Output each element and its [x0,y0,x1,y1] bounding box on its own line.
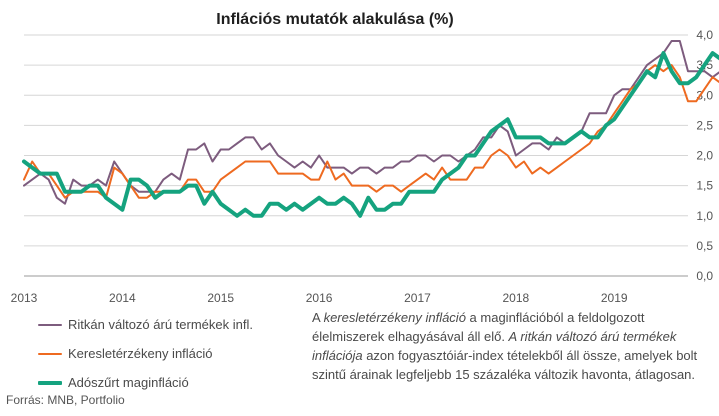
note-italic-2: A ritkán változó árú termékek inflációja [312,329,677,363]
x-tick-label: 2014 [109,291,136,305]
legend-item-ritkan: Ritkán változó árú termékek infl. [38,310,298,339]
note-text-1: A [312,310,324,325]
series-lines [22,40,719,218]
source-note: Forrás: MNB, Portfolio [6,393,125,407]
note-text-2: a maginflációból a feldolgozott élelmisz… [312,310,645,344]
explanatory-note: A keresletérzékeny infláció a maginfláci… [312,308,707,384]
note-text-3: azon fogyasztóiár-index tételekből áll ö… [312,348,698,382]
note-italic-1: keresletérzékeny infláció [323,310,466,325]
legend-label-ritkan: Ritkán változó árú termékek infl. [68,317,253,332]
y-tick-label: 4,0 [696,28,713,42]
grid-lines [24,34,688,277]
y-tick-label: 1,5 [696,179,713,193]
y-tick-label: 1,0 [696,209,713,223]
y-tick-label: 0,0 [696,269,713,283]
x-tick-label: 2018 [503,291,530,305]
legend-swatch-adoszurt [38,380,62,385]
legend: Ritkán változó árú termékek infl. Keresl… [38,310,298,397]
legend-swatch-ritkan [38,323,62,326]
chart-title: Inflációs mutatók alakulása (%) [216,11,453,28]
x-axis-ticks: 2013 2014 2015 2016 2017 2018 2019 [11,291,628,305]
legend-item-adoszurt: Adószűrt maginfláció [38,368,298,397]
y-tick-label: 2,0 [696,149,713,163]
legend-label-adoszurt: Adószűrt maginfláció [68,375,189,390]
x-tick-label: 2017 [404,291,431,305]
legend-item-keresletérzékeny: Keresletérzékeny infláció [38,339,298,368]
series-line-2 [22,51,719,218]
series-line-0 [23,40,719,205]
x-tick-label: 2016 [306,291,333,305]
y-axis-ticks: 0,00,51,01,52,02,53,03,54,0 [696,28,713,283]
x-tick-label: 2019 [601,291,628,305]
legend-label-keresletérzékeny: Keresletérzékeny infláció [68,346,213,361]
x-tick-label: 2015 [207,291,234,305]
y-tick-label: 2,5 [696,118,713,132]
legend-swatch-keresletérzékeny [38,352,62,355]
x-tick-label: 2013 [11,291,38,305]
series-line-1 [23,64,719,199]
y-tick-label: 0,5 [696,239,713,253]
y-tick-label: 3,0 [696,88,713,102]
